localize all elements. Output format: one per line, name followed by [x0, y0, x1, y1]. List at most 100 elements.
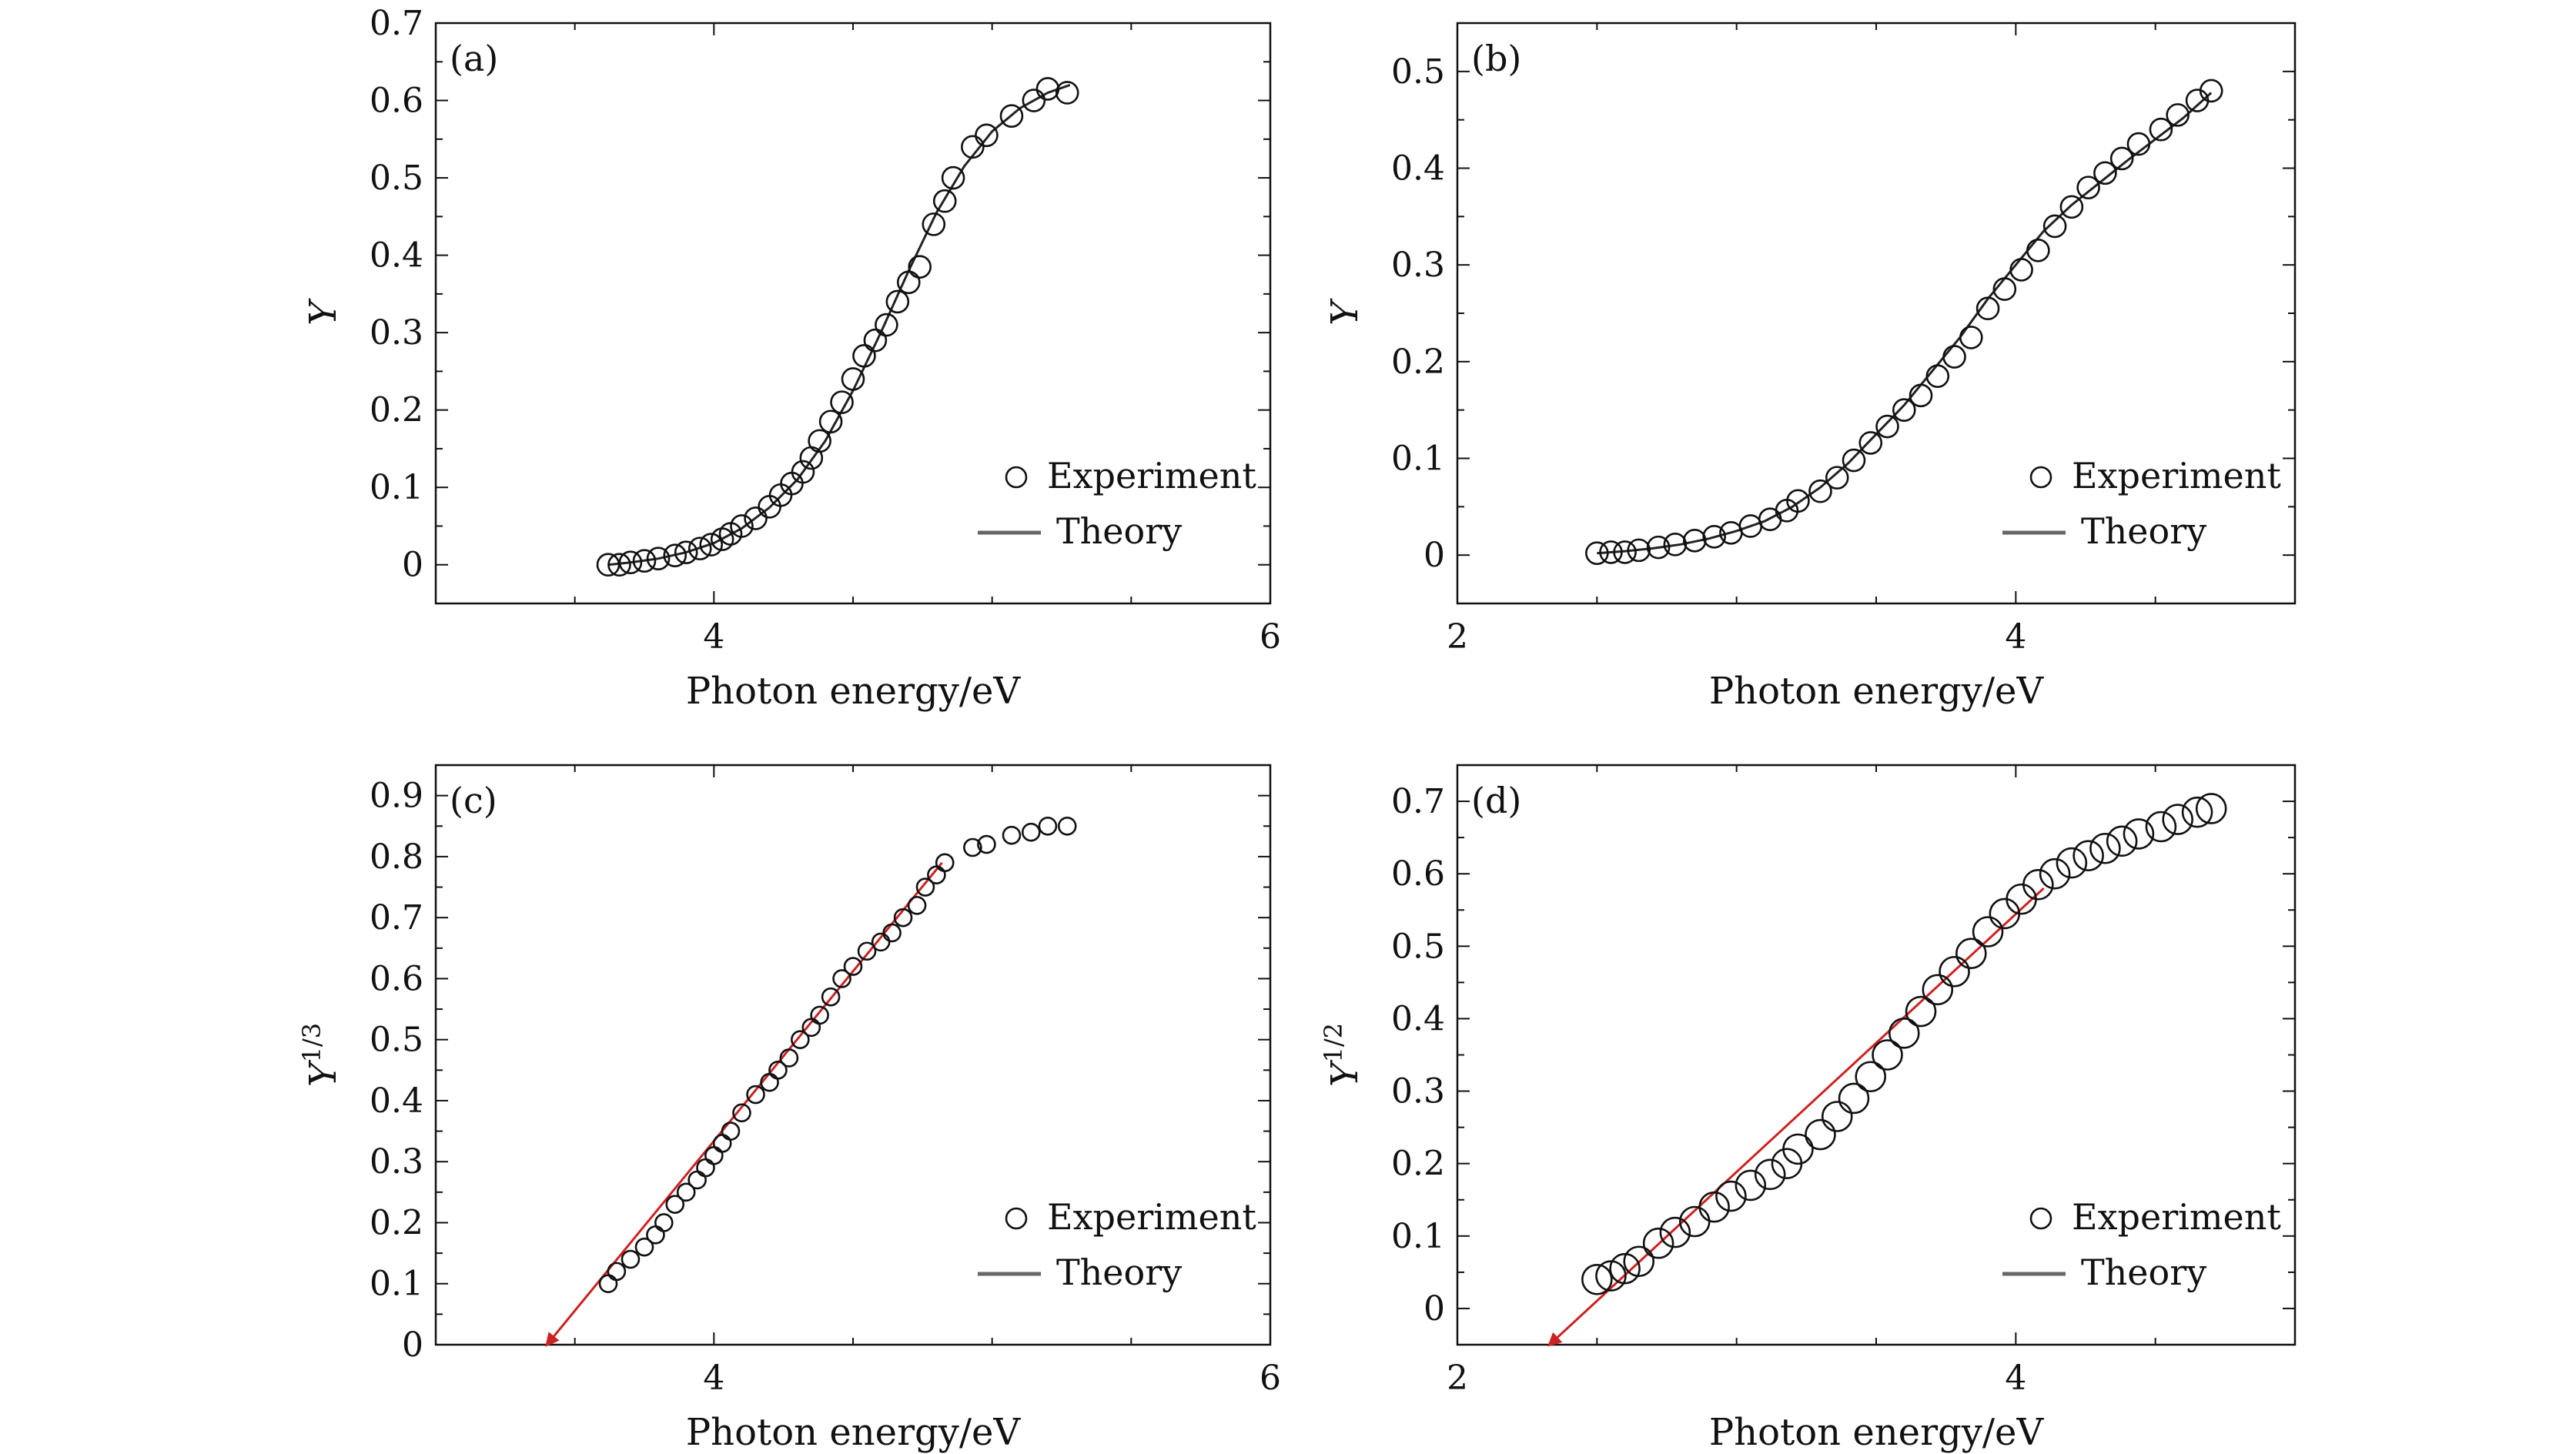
data-point	[1663, 533, 1688, 557]
data-point	[712, 1134, 732, 1153]
y-tick-label: 0.3	[1391, 246, 1445, 285]
data-point	[646, 547, 671, 570]
panel-label: (b)	[1471, 38, 1521, 79]
data-point	[1055, 81, 1079, 105]
y-tick-label: 0.3	[1391, 1072, 1445, 1111]
data-point	[1939, 955, 1970, 988]
y-tick-label: 0.2	[370, 1203, 423, 1242]
data-point	[1858, 431, 1883, 455]
data-point	[2199, 79, 2223, 103]
data-point	[941, 165, 965, 190]
y-tick-label: 0.4	[370, 236, 423, 276]
data-point	[875, 313, 898, 337]
data-point	[621, 1249, 641, 1269]
data-point	[2059, 195, 2084, 219]
x-tick-label: 6	[1260, 617, 1281, 657]
legend-label-experiment: Experiment	[1047, 1196, 1256, 1238]
data-point	[1892, 398, 1916, 422]
y-tick-label: 0.4	[1391, 999, 1445, 1038]
data-point	[704, 1145, 724, 1165]
x-tick-label: 6	[1260, 1359, 1281, 1398]
data-point	[618, 550, 643, 575]
legend-marker-experiment	[2029, 466, 2052, 489]
data-point	[768, 1061, 788, 1080]
data-point	[1642, 1227, 1674, 1259]
data-point	[2009, 258, 2033, 282]
data-point	[1702, 524, 1726, 549]
data-point	[1875, 414, 1899, 439]
data-point	[808, 429, 831, 453]
data-point	[961, 135, 985, 159]
chart-panel-a: 4 6 0 0.1 0.2 0.3 0.4 0.5 0.6 0.7 Photon energy/eV…	[302, 4, 1281, 713]
data-point	[963, 837, 982, 857]
data-point	[1609, 1252, 1641, 1285]
data-point	[1646, 535, 1671, 560]
data-point	[2042, 214, 2067, 239]
y-tick-label: 0.3	[370, 313, 423, 353]
data-point	[975, 123, 999, 148]
y-tick-label: 0.1	[1391, 1217, 1445, 1256]
data-point	[663, 543, 687, 567]
data-point	[746, 1085, 765, 1105]
data-point	[1715, 1180, 1747, 1212]
data-point	[1975, 296, 2000, 321]
legend-label-experiment: Experiment	[2072, 455, 2281, 496]
data-point	[687, 536, 712, 560]
data-point	[908, 255, 932, 279]
data-point	[699, 533, 724, 557]
data-point	[696, 1158, 715, 1178]
data-point	[932, 189, 957, 213]
data-point	[863, 328, 888, 353]
x-axis-label: Photon energy/eV	[1709, 670, 2045, 713]
y-tick-label: 0	[1423, 1289, 1445, 1329]
y-tick-label: 0.8	[370, 837, 423, 877]
data-point	[1682, 529, 1707, 553]
data-point	[1613, 540, 1637, 564]
data-point	[2123, 818, 2155, 850]
data-point	[2181, 796, 2213, 828]
data-point	[2093, 161, 2117, 186]
data-point	[2073, 840, 2104, 871]
data-point	[2162, 804, 2193, 835]
data-point	[721, 1121, 741, 1141]
x-tick-label: 2	[1447, 617, 1468, 657]
y-tick-label: 0.4	[1391, 149, 1445, 189]
y-axis-label-superscript: 1/2	[1319, 1023, 1348, 1063]
y-axis-label-main: Y	[1323, 298, 1367, 326]
data-point	[1972, 916, 2004, 948]
data-point	[607, 1262, 627, 1282]
panel-label: (a)	[450, 38, 498, 79]
data-point	[1905, 995, 1937, 1028]
data-point	[1838, 1082, 1870, 1115]
x-axis-label: Photon energy/eV	[686, 670, 1022, 713]
data-point	[1698, 1191, 1730, 1223]
data-point	[1038, 816, 1058, 836]
data-point	[791, 460, 815, 484]
y-tick-label: 0	[402, 546, 423, 585]
legend-label-experiment: Experiment	[1047, 455, 1256, 496]
data-point	[821, 987, 841, 1007]
y-axis-label-main: Y	[1323, 1059, 1367, 1087]
y-tick-label: 0	[1423, 536, 1445, 575]
y-tick-label: 0.3	[370, 1142, 423, 1182]
data-point	[999, 104, 1024, 128]
data-point	[1992, 277, 2017, 301]
y-axis-label-main: Y	[302, 1059, 345, 1087]
data-point	[893, 907, 913, 928]
data-point	[1922, 974, 1954, 1006]
data-point	[646, 1225, 665, 1245]
data-point	[2106, 825, 2138, 857]
data-point	[1581, 1263, 1613, 1295]
y-axis-label-main: Y	[302, 298, 345, 326]
x-axis-label: Photon energy/eV	[686, 1411, 1022, 1454]
data-point	[1035, 77, 1060, 101]
y-tick-label: 0.6	[370, 959, 423, 998]
panel-label: (d)	[1471, 780, 1521, 821]
data-point	[780, 471, 804, 496]
data-point	[1659, 1216, 1691, 1248]
legend-marker-experiment	[1005, 1207, 1028, 1230]
data-point	[1595, 1260, 1627, 1292]
data-point	[598, 1274, 618, 1294]
x-tick-label: 4	[703, 1359, 724, 1398]
